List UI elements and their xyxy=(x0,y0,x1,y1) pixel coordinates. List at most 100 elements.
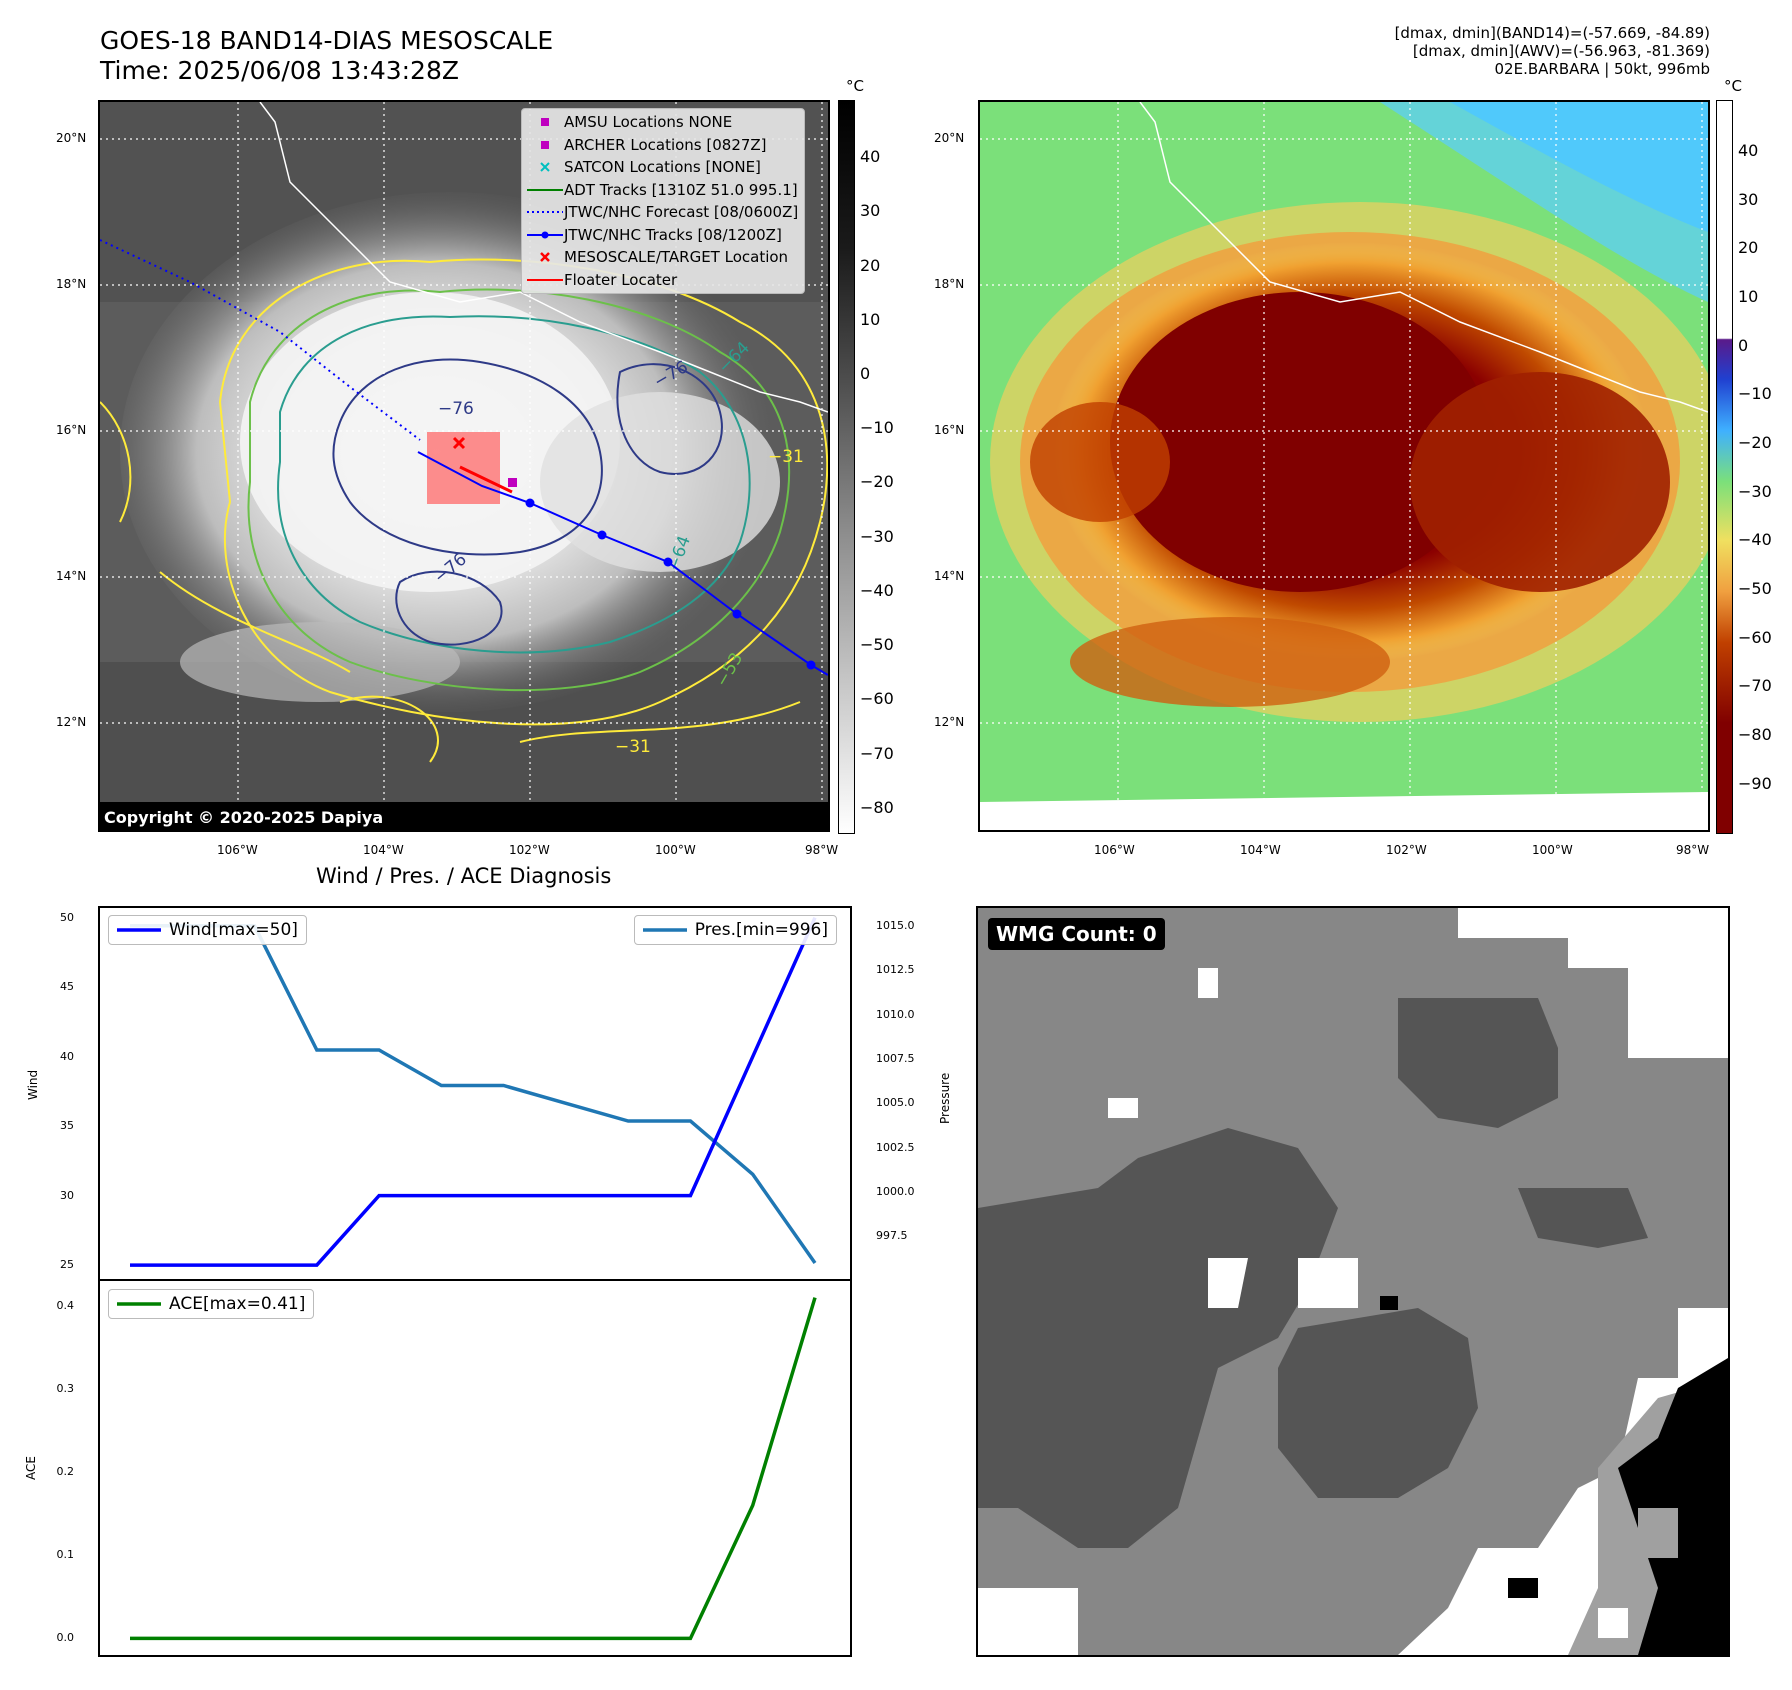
lon-label: 98°W xyxy=(1676,843,1710,857)
pressure-axis-label: Pressure xyxy=(938,1072,952,1124)
stat-awv: [dmax, dmin](AWV)=(-56.963, -81.369) xyxy=(1412,42,1710,60)
red-x-icon xyxy=(526,248,564,266)
ir-map-panel: −76 −76 −76 −64 −64 −31 −31 −53 xyxy=(98,100,830,832)
legend-item-archer: ARCHER Locations [0827Z] xyxy=(526,134,798,157)
contour-label: −31 xyxy=(768,447,804,467)
lon-label: 100°W xyxy=(1532,843,1573,857)
ace-series-line xyxy=(130,1297,817,1641)
awv-colorbar-tick: −20 xyxy=(1738,433,1772,452)
figure-title: GOES-18 BAND14-DIAS MESOSCALE Time: 2025… xyxy=(100,26,553,86)
wind-legend: Wind[max=50] xyxy=(108,915,307,945)
awv-map-panel xyxy=(978,100,1710,832)
copyright-text: Copyright © 2020-2025 Dapiya xyxy=(100,806,388,829)
ace-tick: 0.4 xyxy=(56,1298,75,1312)
ace-legend-label: ACE[max=0.41] xyxy=(169,1294,306,1314)
wind-tick: 45 xyxy=(60,980,74,994)
ir-colorbar-tick: −10 xyxy=(860,418,894,437)
legend-item-satcon: SATCON Locations [NONE] xyxy=(526,156,798,179)
lat-label: 16°N xyxy=(56,423,87,437)
ir-colorbar-tick: 10 xyxy=(860,310,881,329)
legend-item-amsu: AMSU Locations NONE xyxy=(526,111,798,134)
awv-colorbar-tick: −30 xyxy=(1738,482,1772,501)
wind-legend-swatch xyxy=(117,928,161,932)
lat-label: 18°N xyxy=(56,277,87,291)
contour-label: −76 xyxy=(438,399,474,419)
pressure-tick: 1015.0 xyxy=(876,918,915,932)
wmg-count-label: WMG Count: 0 xyxy=(988,918,1165,950)
pressure-series-line xyxy=(130,924,817,1265)
lat-label: 12°N xyxy=(934,715,965,729)
awv-colorbar-tick: −70 xyxy=(1738,676,1772,695)
ace-tick: 0.3 xyxy=(56,1382,75,1396)
lon-label: 102°W xyxy=(1386,843,1427,857)
awv-colorbar-tick: 20 xyxy=(1738,238,1759,257)
legend-item-forecast: JTWC/NHC Forecast [08/0600Z] xyxy=(526,201,798,224)
pressure-tick: 1000.0 xyxy=(876,1185,915,1199)
legend-item-floater: Floater Locater xyxy=(526,269,798,292)
awv-colorbar-tick: −50 xyxy=(1738,579,1772,598)
awv-colorbar-tick: −40 xyxy=(1738,530,1772,549)
ace-tick: 0.1 xyxy=(56,1548,75,1562)
ir-colorbar-tick: 30 xyxy=(860,201,881,220)
awv-colorbar-tick: 30 xyxy=(1738,190,1759,209)
lat-label: 20°N xyxy=(934,131,965,145)
magenta-square-icon xyxy=(526,113,564,131)
green-line-icon xyxy=(526,181,564,199)
diagnosis-title: Wind / Pres. / ACE Diagnosis xyxy=(316,864,612,888)
ace-plot-frame xyxy=(98,1279,852,1657)
awv-colorbar-tick: 10 xyxy=(1738,287,1759,306)
forecast-track-line xyxy=(100,239,421,441)
blue-dotted-line-icon xyxy=(526,203,564,221)
observed-track-line xyxy=(417,451,828,676)
legend-item-mesoscale: MESOSCALE/TARGET Location xyxy=(526,246,798,269)
wind-legend-label: Wind[max=50] xyxy=(169,920,298,940)
lon-label: 100°W xyxy=(655,843,696,857)
ace-tick: 0.2 xyxy=(56,1465,75,1479)
wmg-panel xyxy=(976,906,1730,1657)
lat-label: 20°N xyxy=(56,131,87,145)
ir-colorbar-tick: −30 xyxy=(860,527,894,546)
pressure-tick: 1010.0 xyxy=(876,1007,915,1021)
wind-tick: 30 xyxy=(60,1188,74,1202)
ir-map-image: −76 −76 −76 −64 −64 −31 −31 −53 xyxy=(100,102,828,830)
pressure-tick: 1007.5 xyxy=(876,1051,915,1065)
wind-tick: 40 xyxy=(60,1049,74,1063)
legend-item-tracks: JTWC/NHC Tracks [08/1200Z] xyxy=(526,224,798,247)
ir-colorbar-unit: °C xyxy=(846,77,864,95)
archer-marker xyxy=(508,478,517,487)
ir-colorbar-tick: −40 xyxy=(860,581,894,600)
lat-label: 14°N xyxy=(934,569,965,583)
ir-colorbar-tick: −50 xyxy=(860,635,894,654)
cyan-x-icon xyxy=(526,158,564,176)
title-product: GOES-18 BAND14-DIAS MESOSCALE xyxy=(100,26,554,55)
wind-pres-plot xyxy=(130,916,817,1267)
ace-axis-label: ACE xyxy=(24,1456,38,1480)
ir-colorbar-tick: −20 xyxy=(860,472,894,491)
lat-label: 18°N xyxy=(934,277,965,291)
awv-map-image xyxy=(980,102,1708,830)
pressure-legend-swatch xyxy=(642,928,687,932)
ace-plot xyxy=(130,1297,817,1641)
ir-colorbar-tick: −80 xyxy=(860,798,894,817)
awv-colorbar-tick: −80 xyxy=(1738,725,1772,744)
ir-colorbar-tick: 0 xyxy=(860,364,871,383)
ir-colorbar-tick: 20 xyxy=(860,256,881,275)
wind-tick: 35 xyxy=(60,1119,74,1133)
contour-label: −31 xyxy=(615,737,651,757)
awv-colorbar-unit: °C xyxy=(1724,77,1742,95)
lat-label: 12°N xyxy=(56,715,87,729)
stat-band14: [dmax, dmin](BAND14)=(-57.669, -84.89) xyxy=(1394,24,1710,42)
wind-tick: 25 xyxy=(60,1258,74,1272)
legend-item-adt: ADT Tracks [1310Z 51.0 995.1] xyxy=(526,179,798,202)
title-time: Time: 2025/06/08 13:43:28Z xyxy=(100,56,459,85)
ace-tick: 0.0 xyxy=(56,1631,75,1645)
ir-map-legend: AMSU Locations NONE ARCHER Locations [08… xyxy=(521,108,806,294)
lon-label: 102°W xyxy=(509,843,550,857)
awv-colorbar xyxy=(1716,100,1733,834)
wmg-image xyxy=(978,908,1728,1655)
floater-locater-line xyxy=(459,465,513,494)
pressure-tick: 1012.5 xyxy=(876,963,915,977)
wind-series-line xyxy=(130,916,817,1267)
target-marker xyxy=(452,436,466,450)
storm-info: 02E.BARBARA | 50kt, 996mb xyxy=(1494,60,1710,78)
